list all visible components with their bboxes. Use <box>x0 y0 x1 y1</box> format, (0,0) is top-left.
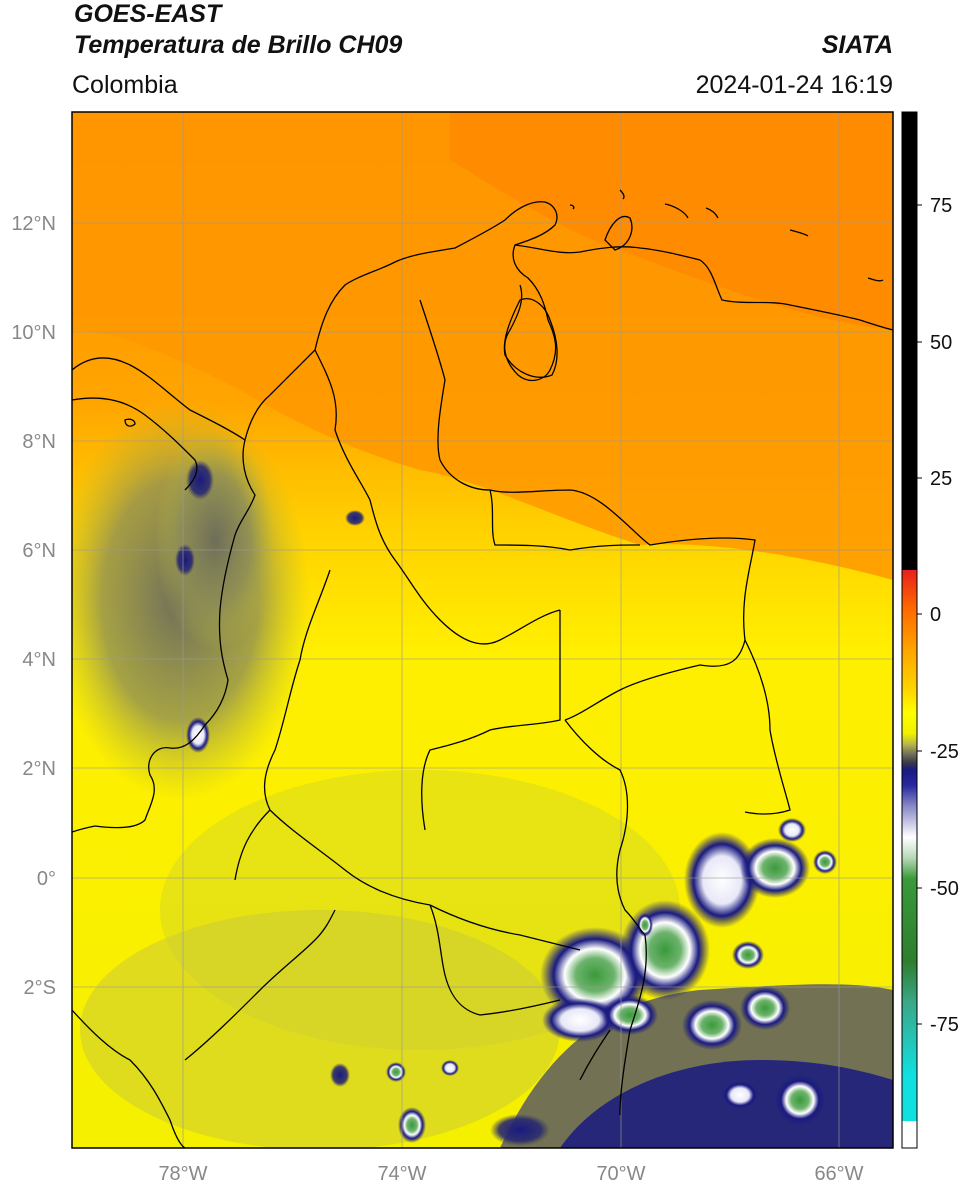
brightness-temperature-field <box>72 112 893 1148</box>
lat-tick: 10°N <box>11 322 56 344</box>
coastlines-borders <box>72 189 893 1148</box>
longitude-axis: 78°W 74°W 70°W 66°W <box>158 1163 863 1185</box>
lat-tick: 12°N <box>11 213 56 235</box>
colorbar-tick: -75 <box>930 1014 959 1036</box>
lon-tick: 66°W <box>814 1163 863 1185</box>
datetime-label: 2024-01-24 16:19 <box>695 71 893 99</box>
region-label: Colombia <box>72 71 178 99</box>
map-frame <box>71 111 894 1149</box>
lon-tick: 70°W <box>596 1163 645 1185</box>
colorbar-tick: -25 <box>930 741 959 763</box>
organization-label: SIATA <box>821 31 893 59</box>
colorbar-tick: 0 <box>930 604 941 626</box>
lat-tick: 6°N <box>22 540 56 562</box>
colorbar: 75 50 25 0 -25 -50 -75 <box>901 111 959 1149</box>
colorbar-tick: 50 <box>930 332 952 354</box>
satellite-title: GOES-EAST <box>74 0 222 28</box>
colorbar-tick: -50 <box>930 878 959 900</box>
lat-tick: 8°N <box>22 431 56 453</box>
colorbar-gradient <box>901 111 918 1149</box>
latitude-axis: 12°N 10°N 8°N 6°N 4°N 2°N 0° 2°S <box>11 213 56 999</box>
lat-tick: 4°N <box>22 649 56 671</box>
product-title: Temperatura de Brillo CH09 <box>74 31 403 59</box>
colorbar-tick: 75 <box>930 195 952 217</box>
lon-tick: 74°W <box>377 1163 426 1185</box>
lat-tick: 2°S <box>24 977 56 999</box>
lon-tick: 78°W <box>158 1163 207 1185</box>
lat-tick: 2°N <box>22 758 56 780</box>
lat-tick: 0° <box>37 868 56 890</box>
gridlines <box>72 112 893 1148</box>
colorbar-tick: 25 <box>930 468 952 490</box>
